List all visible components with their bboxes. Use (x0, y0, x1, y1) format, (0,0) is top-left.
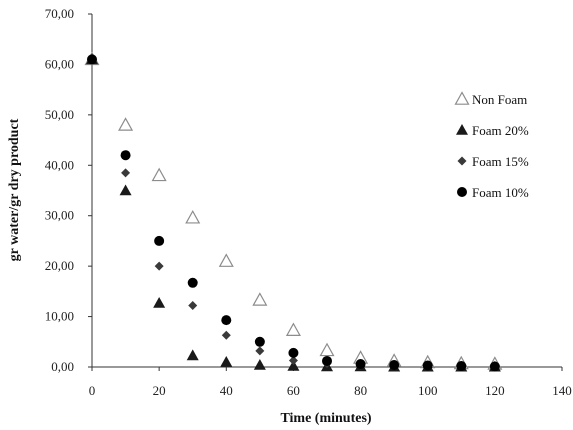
data-point (153, 296, 166, 308)
x-tick-label: 120 (485, 383, 505, 398)
data-point (489, 361, 500, 372)
series-foam-10 (87, 54, 500, 372)
data-point (288, 355, 298, 365)
y-tick-label: 70,00 (45, 6, 74, 21)
x-tick-label: 40 (220, 383, 233, 398)
data-point (220, 355, 233, 367)
data-point (120, 150, 131, 161)
x-axis-title: Time (minutes) (280, 411, 371, 426)
legend: Non Foam Foam 20% Foam 15% Foam 10% (454, 91, 529, 200)
data-point (221, 330, 231, 340)
data-point (218, 253, 234, 267)
y-axis-ticks: 0,00 10,00 20,00 30,00 40,00 50,00 60,00 70,00 (45, 6, 92, 374)
series-non-foam (84, 51, 503, 370)
data-point (121, 168, 131, 178)
data-point (154, 235, 165, 246)
legend-marker (456, 124, 468, 135)
x-axis-ticks: 0 20 40 60 80 100 120 140 (89, 367, 572, 398)
data-point (154, 261, 164, 271)
data-point (288, 347, 299, 358)
data-point (285, 322, 301, 336)
data-markers (84, 51, 503, 372)
data-point (322, 355, 332, 366)
data-point (151, 167, 167, 182)
data-point (389, 359, 400, 370)
legend-marker (457, 156, 467, 166)
y-tick-label: 50,00 (45, 107, 74, 122)
data-point (185, 209, 201, 224)
data-point (319, 342, 335, 357)
x-tick-label: 60 (287, 383, 300, 398)
y-tick-label: 20,00 (45, 258, 74, 273)
x-tick-label: 140 (552, 383, 572, 398)
y-tick-label: 60,00 (45, 56, 74, 71)
y-axis-title: gr water/gr dry product (7, 118, 22, 261)
data-point (221, 315, 232, 326)
data-point (355, 358, 366, 369)
legend-marker (457, 187, 467, 197)
data-point (254, 336, 265, 347)
legend-label: Non Foam (472, 92, 527, 107)
legend-label: Foam 10% (472, 185, 529, 200)
data-point (87, 54, 97, 65)
y-tick-label: 40,00 (45, 157, 74, 172)
data-point (252, 292, 268, 306)
y-tick-label: 0,00 (51, 359, 74, 374)
data-point (456, 360, 467, 371)
legend-marker (454, 91, 470, 105)
x-tick-label: 0 (89, 383, 96, 398)
legend-label: Foam 15% (472, 154, 529, 169)
data-point (187, 277, 198, 288)
data-point (119, 184, 132, 196)
legend-label: Foam 20% (472, 123, 529, 138)
x-tick-label: 80 (354, 383, 367, 398)
data-point (186, 349, 199, 361)
data-point (422, 360, 433, 371)
y-tick-label: 30,00 (45, 208, 74, 223)
y-tick-label: 10,00 (45, 309, 74, 324)
x-tick-label: 20 (153, 383, 166, 398)
x-tick-label: 100 (418, 383, 438, 398)
data-point (287, 359, 300, 371)
data-point (255, 346, 265, 356)
data-point (188, 300, 198, 310)
data-point (253, 358, 266, 370)
data-point (118, 117, 134, 131)
